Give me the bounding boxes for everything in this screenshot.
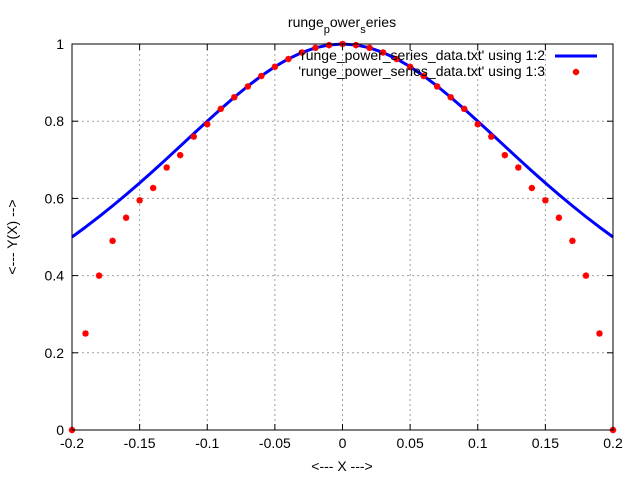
- data-point: [542, 197, 549, 204]
- data-point: [366, 44, 373, 52]
- data-point: [379, 49, 387, 56]
- data-point: [569, 237, 576, 245]
- x-tick-label: -0.2: [60, 435, 84, 451]
- x-tick-label: 0.2: [603, 435, 623, 451]
- y-axis-label: <--- Y(X) -->: [4, 199, 20, 274]
- data-point: [298, 49, 306, 56]
- chart-title: rungepowerseries: [288, 14, 396, 36]
- data-point: [406, 63, 414, 70]
- data-point: [177, 151, 184, 159]
- x-tick-label: -0.05: [259, 435, 291, 451]
- data-point: [122, 214, 130, 221]
- data-point: [231, 94, 238, 101]
- y-tick-label: 0.6: [45, 190, 65, 206]
- grid: [72, 44, 613, 430]
- x-tick-label: -0.15: [124, 435, 156, 451]
- title-part-eries: eries: [366, 14, 396, 30]
- x-tick-label: 0.1: [468, 435, 488, 451]
- series-points-1-3: [68, 40, 617, 434]
- data-point: [95, 272, 103, 279]
- data-point: [149, 184, 157, 192]
- y-tick-label: 0: [56, 422, 64, 438]
- data-point: [258, 72, 265, 80]
- data-point: [420, 72, 427, 80]
- data-point: [461, 105, 468, 113]
- x-tick-label: 0.05: [397, 435, 424, 451]
- data-point: [82, 330, 89, 337]
- legend-label-points: 'runge_power_series_data.txt' using 1:3: [298, 63, 545, 79]
- data-point: [244, 83, 252, 90]
- data-point: [271, 63, 279, 70]
- data-point: [447, 94, 454, 101]
- data-point: [190, 133, 197, 140]
- data-point: [582, 272, 590, 279]
- legend-point-marker: [572, 68, 580, 76]
- data-point: [474, 121, 481, 128]
- x-axis-ticks: -0.2 -0.15 -0.1 -0.05 0 0.05 0.1 0.15 0.2: [60, 44, 623, 451]
- data-point: [515, 164, 522, 171]
- data-point: [136, 197, 143, 204]
- data-point: [433, 83, 441, 90]
- data-point: [163, 164, 170, 171]
- y-tick-label: 0.2: [45, 345, 65, 361]
- y-tick-label: 1: [56, 36, 64, 52]
- y-tick-label: 0.4: [45, 268, 65, 284]
- title-sub-p: p: [324, 24, 330, 36]
- title-part-ower: ower: [330, 14, 361, 30]
- data-point: [501, 151, 508, 159]
- data-point: [204, 121, 211, 128]
- data-point: [488, 133, 495, 140]
- plot-border: [71, 43, 614, 431]
- x-tick-label: 0.15: [532, 435, 559, 451]
- data-point: [596, 330, 603, 337]
- data-point: [109, 237, 116, 245]
- x-tick-label: -0.1: [195, 435, 219, 451]
- data-point: [217, 105, 224, 113]
- x-axis-label: <--- X --->: [311, 458, 372, 474]
- legend-swatch-point: [572, 68, 580, 76]
- y-axis-ticks: 0 0.2 0.4 0.6 0.8 1: [45, 36, 613, 438]
- data-point: [285, 55, 292, 63]
- data-point: [312, 44, 319, 52]
- title-sub-s: s: [360, 24, 366, 36]
- title-part-runge: runge: [288, 14, 324, 30]
- data-point: [393, 55, 400, 63]
- y-tick-label: 0.8: [45, 113, 65, 129]
- data-point: [528, 184, 536, 192]
- data-point: [555, 214, 563, 221]
- legend-label-line: 'runge_power_series_data.txt' using 1:2: [298, 47, 545, 63]
- x-tick-label: 0: [339, 435, 347, 451]
- legend: 'runge_power_series_data.txt' using 1:2 …: [298, 47, 597, 79]
